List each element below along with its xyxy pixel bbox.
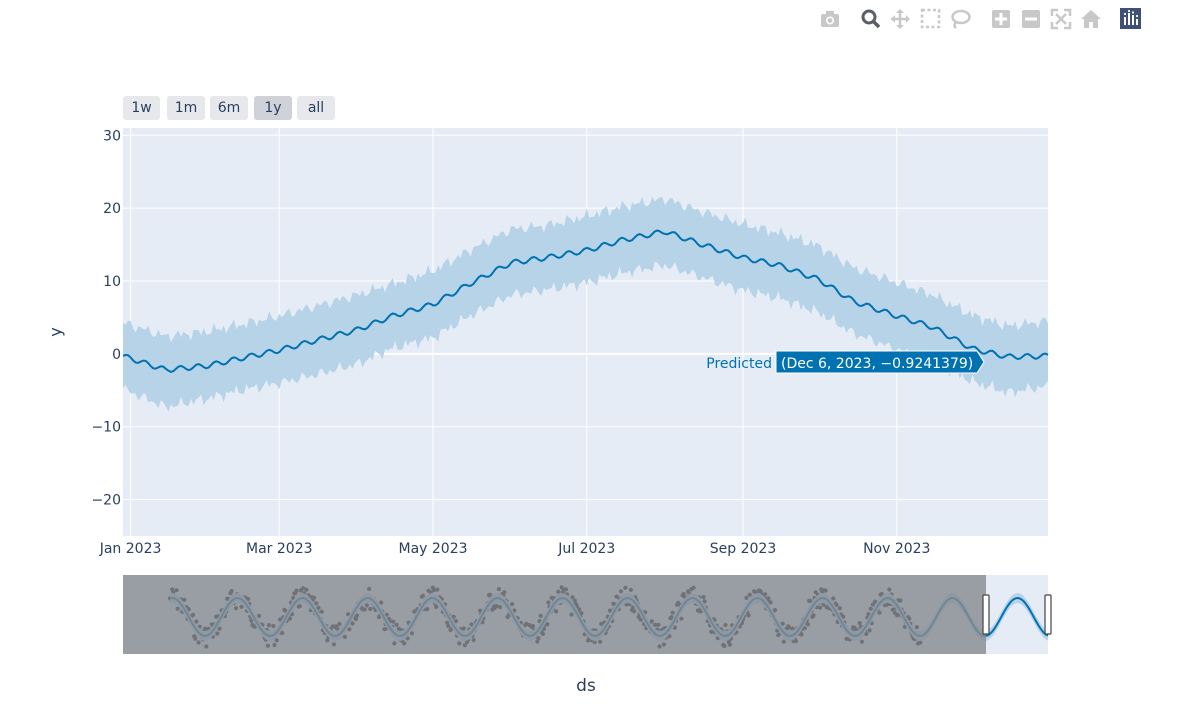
y-axis-title: y [46, 327, 65, 336]
range-slider-mask [123, 575, 986, 654]
lasso-icon[interactable] [951, 9, 971, 30]
range-button-all[interactable]: all [297, 96, 335, 120]
range-slider[interactable] [123, 575, 1052, 654]
x-axis-ticks: Jan 2023 Mar 2023 May 2023 Jul 2023 Sep 2023… [99, 541, 931, 557]
x-tick-label: Jul 2023 [557, 541, 615, 557]
range-button-1m[interactable]: 1m [167, 96, 205, 120]
range-button-6m[interactable]: 6m [210, 96, 248, 120]
hover-value: (Dec 6, 2023, −0.9241379) [781, 356, 973, 372]
range-slider-handle-left[interactable] [982, 594, 990, 635]
y-tick-label: 30 [103, 128, 121, 144]
x-axis-title: ds [576, 676, 596, 696]
hover-box [775, 350, 985, 374]
range-slider-handle-right[interactable] [1044, 594, 1052, 635]
x-tick-label: Mar 2023 [246, 541, 313, 557]
autoscale-icon[interactable] [1050, 8, 1072, 30]
range-button-1y[interactable]: 1y [254, 96, 292, 120]
uncertainty-band [123, 196, 1048, 412]
pan-icon[interactable] [891, 9, 910, 29]
x-tick-label: Sep 2023 [710, 541, 776, 557]
x-tick-label: May 2023 [398, 541, 467, 557]
hover-series-name: Predicted [706, 356, 772, 372]
y-tick-label: −10 [91, 420, 121, 436]
reset-axes-icon[interactable] [1081, 10, 1101, 28]
y-axis-ticks: 30 20 10 0 −10 −20 [91, 128, 121, 508]
zoom-out-icon[interactable] [1022, 10, 1040, 28]
range-button-1w[interactable]: 1w [123, 96, 160, 120]
modebar [815, 6, 1155, 32]
plotly-logo-icon[interactable] [1120, 8, 1141, 29]
x-tick-label: Nov 2023 [863, 541, 930, 557]
y-tick-label: 10 [103, 274, 121, 290]
y-tick-label: 20 [103, 201, 121, 217]
y-tick-label: −20 [91, 493, 121, 509]
box-select-icon[interactable] [920, 8, 941, 29]
zoom-icon[interactable] [861, 9, 881, 29]
zoom-in-icon[interactable] [992, 10, 1010, 28]
camera-icon[interactable] [821, 11, 839, 27]
hover-label: Predicted (Dec 6, 2023, −0.9241379) [706, 350, 985, 374]
predicted-line[interactable] [122, 229, 1049, 373]
y-tick-label: 0 [112, 347, 121, 363]
x-tick-label: Jan 2023 [99, 541, 162, 557]
